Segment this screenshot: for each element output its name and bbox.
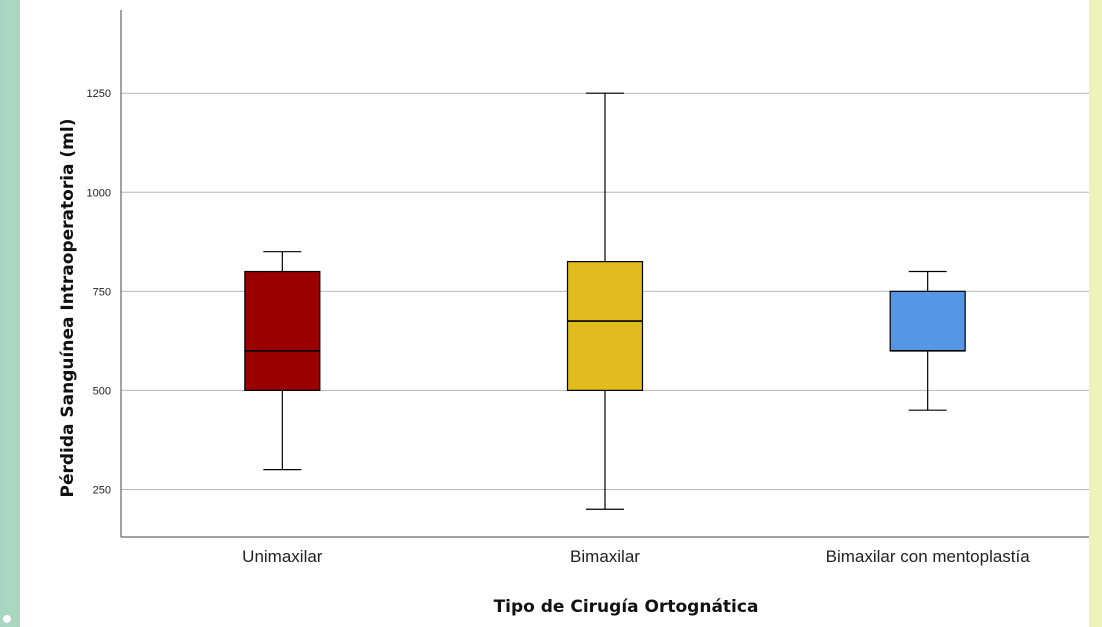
y-tick-label: 250 xyxy=(93,484,111,496)
iqr-box xyxy=(889,290,966,352)
chart-panel: 250 500 750 1000 1250 Unimaxilar Bimaxilar Bim… xyxy=(20,0,1089,627)
bullet-dot xyxy=(3,615,11,623)
category-label: Bimaxilar xyxy=(570,547,640,566)
iqr-box xyxy=(566,261,644,391)
box-group xyxy=(889,270,966,411)
boxes xyxy=(244,92,966,510)
y-tick-labels: 250 500 750 1000 1250 xyxy=(87,88,111,496)
box-plot-chart: 250 500 750 1000 1250 Unimaxilar Bimaxilar Bim… xyxy=(58,10,1089,617)
y-tick-label: 750 xyxy=(93,286,111,298)
y-tick-label: 500 xyxy=(93,385,111,397)
iqr-box xyxy=(244,270,321,391)
box-group xyxy=(566,92,644,510)
y-tick-label: 1250 xyxy=(87,88,111,100)
category-labels: Unimaxilar Bimaxilar Bimaxilar con mentopl… xyxy=(242,547,1030,566)
category-label: Bimaxilar con mentoplastía xyxy=(826,547,1031,566)
box-group xyxy=(244,251,321,471)
y-tick-label: 1000 xyxy=(87,187,111,199)
y-axis-title: Pérdida Sanguínea Intraoperatoria (ml) xyxy=(58,119,78,498)
category-label: Unimaxilar xyxy=(242,547,323,566)
x-axis-title: Tipo de Cirugía Ortognática xyxy=(494,597,759,617)
